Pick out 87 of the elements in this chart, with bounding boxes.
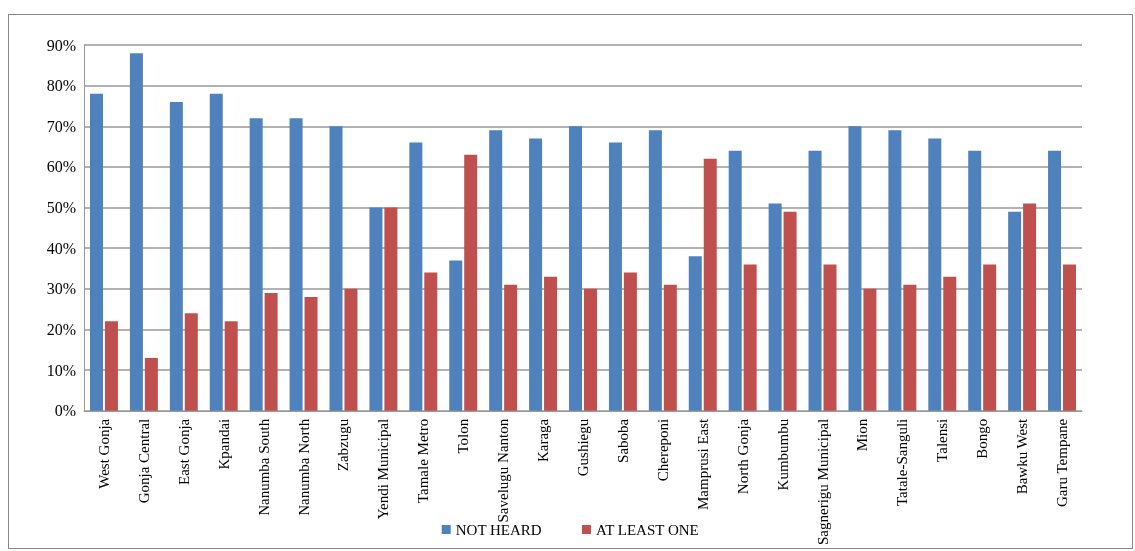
- bar: [928, 138, 942, 411]
- bar: [968, 150, 982, 411]
- y-tick-label: 0%: [54, 402, 76, 420]
- bar: [129, 53, 143, 411]
- x-tick-label: Gushiegu: [575, 418, 591, 477]
- bar: [743, 264, 757, 411]
- bar: [329, 126, 343, 411]
- x-tick-label: Bongo: [974, 418, 991, 459]
- bar: [169, 101, 183, 411]
- x-tick-label: Chereponi: [654, 418, 671, 482]
- y-tick-label: 30%: [46, 280, 76, 298]
- x-tick-label: Kpandai: [215, 418, 232, 470]
- x-tick-label: Mamprusi East: [694, 417, 711, 511]
- bar: [104, 321, 118, 411]
- bar: [663, 284, 677, 411]
- x-tick-label: Sagnerigu Municipal: [814, 418, 831, 546]
- bar: [409, 142, 423, 411]
- bar: [209, 93, 223, 411]
- x-tick-label: West Gonja: [95, 418, 112, 489]
- bar: [249, 118, 263, 411]
- y-tick-label: 60%: [46, 158, 76, 176]
- bar: [1063, 264, 1077, 411]
- bar: [529, 138, 543, 411]
- y-tick-label: 50%: [46, 199, 76, 217]
- legend-label: NOT HEARD: [455, 521, 542, 538]
- bar: [424, 272, 438, 411]
- bar: [768, 203, 782, 411]
- bar: [823, 264, 837, 411]
- bar: [608, 142, 622, 411]
- bar: [289, 118, 303, 411]
- bar: [943, 276, 957, 411]
- y-tick-label: 40%: [46, 239, 76, 257]
- bar: [863, 288, 877, 411]
- x-tick-label: North Gonja: [734, 418, 751, 495]
- x-tick-label: Tamale Metro: [415, 418, 432, 504]
- x-tick-label: Savelugu Nanton: [495, 418, 512, 523]
- x-tick-label: Gonja Central: [135, 418, 152, 504]
- x-tick-label: Talensi: [934, 418, 951, 462]
- bar: [144, 357, 158, 411]
- bar: [583, 288, 597, 411]
- bar: [304, 296, 318, 411]
- bar: [648, 130, 662, 411]
- x-tick-label: Zabzugu: [335, 418, 352, 472]
- x-tick-label: Bawku West: [1014, 417, 1031, 495]
- bar: [504, 284, 518, 411]
- bar: [544, 276, 558, 411]
- bar: [1008, 211, 1022, 411]
- x-tick-label: Mion: [854, 418, 871, 452]
- bar: [89, 93, 103, 411]
- bar: [983, 264, 997, 411]
- bar: [703, 158, 717, 411]
- y-tick-label: 90%: [46, 36, 76, 54]
- y-tick-label: 70%: [46, 117, 76, 135]
- x-tick-label: Garu Tempane: [1054, 418, 1071, 508]
- bar: [783, 211, 797, 411]
- x-tick-label: East Gonja: [175, 418, 192, 486]
- bar: [569, 126, 583, 411]
- bar: [848, 126, 862, 411]
- bar: [224, 321, 238, 411]
- bar: [344, 288, 358, 411]
- x-tick-label: Kumbumbu: [774, 418, 791, 491]
- bar: [1023, 203, 1037, 411]
- bar: [623, 272, 637, 411]
- y-tick-label: 80%: [46, 77, 76, 95]
- bar: [903, 284, 917, 411]
- bar: [489, 130, 503, 411]
- bar: [264, 292, 278, 411]
- y-tick-label: 20%: [46, 320, 76, 338]
- x-tick-label: Saboba: [614, 418, 631, 463]
- bar: [184, 313, 198, 411]
- bar: [688, 256, 702, 411]
- x-tick-label: Karaga: [535, 418, 552, 463]
- bar: [1048, 150, 1062, 411]
- bar: [449, 260, 463, 411]
- x-tick-label: Tolon: [455, 418, 472, 454]
- legend-label: AT LEAST ONE: [595, 521, 699, 538]
- bar: [384, 207, 398, 411]
- bar: [888, 130, 902, 411]
- bar: [808, 150, 822, 411]
- x-tick-label: Yendi Municipal: [375, 418, 392, 520]
- x-tick-label: Nanumba South: [255, 418, 272, 516]
- bar: [728, 150, 742, 411]
- bar: [369, 207, 383, 411]
- y-tick-label: 10%: [46, 361, 76, 379]
- bar: [464, 154, 478, 411]
- x-tick-label: Tatale-Sanguli: [894, 418, 911, 507]
- x-tick-label: Nanumba North: [295, 418, 312, 516]
